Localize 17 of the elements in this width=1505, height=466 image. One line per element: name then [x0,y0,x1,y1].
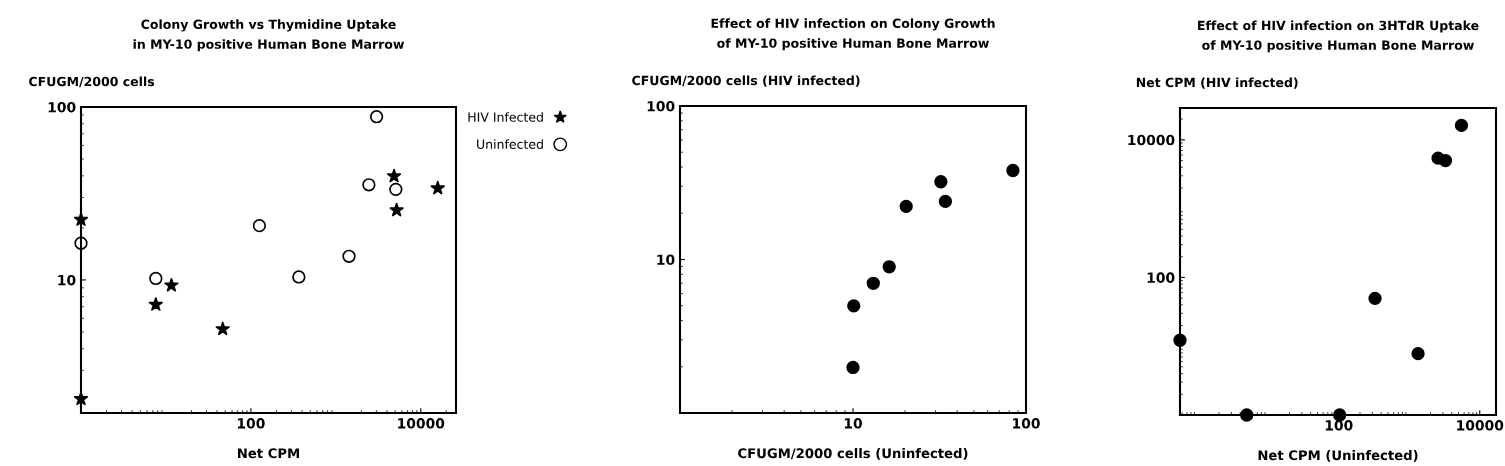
x-tick-label: 100 [237,418,265,429]
x-tick-label: 10 [844,418,862,429]
y-axis-title: Net CPM (HIV infected) [1136,77,1298,89]
chart-title: Effect of HIV infection on 3HTdR Uptake of MY-10 positive Human Bone Marrow [1198,20,1479,53]
x-tick-label: 100 [1013,418,1040,429]
legend-label: Uninfected [477,139,543,149]
x-axis-title: Net CPM (Uninfected) [1258,449,1418,462]
y-axis-title: CFUGM/2000 cells (HIV infected) [632,75,860,87]
x-axis-title: Net CPM [238,448,299,459]
legend-label: HIV Infected [468,112,543,122]
x-tick-label: 10000 [1457,420,1504,431]
x-tick-label: 100 [1325,420,1353,431]
chart-title: Effect of HIV infection on Colony Growth of MY-10 positive Human Bone Marrow [711,18,995,51]
x-tick-label: 10000 [398,418,445,429]
y-axis-title: CFUGM/2000 cells [29,76,155,88]
x-axis-title: CFUGM/2000 cells (Uninfected) [738,447,968,460]
chart-title: Colony Growth vs Thymidine Uptake in MY-10 positive Human Bone Marrow [133,19,404,52]
